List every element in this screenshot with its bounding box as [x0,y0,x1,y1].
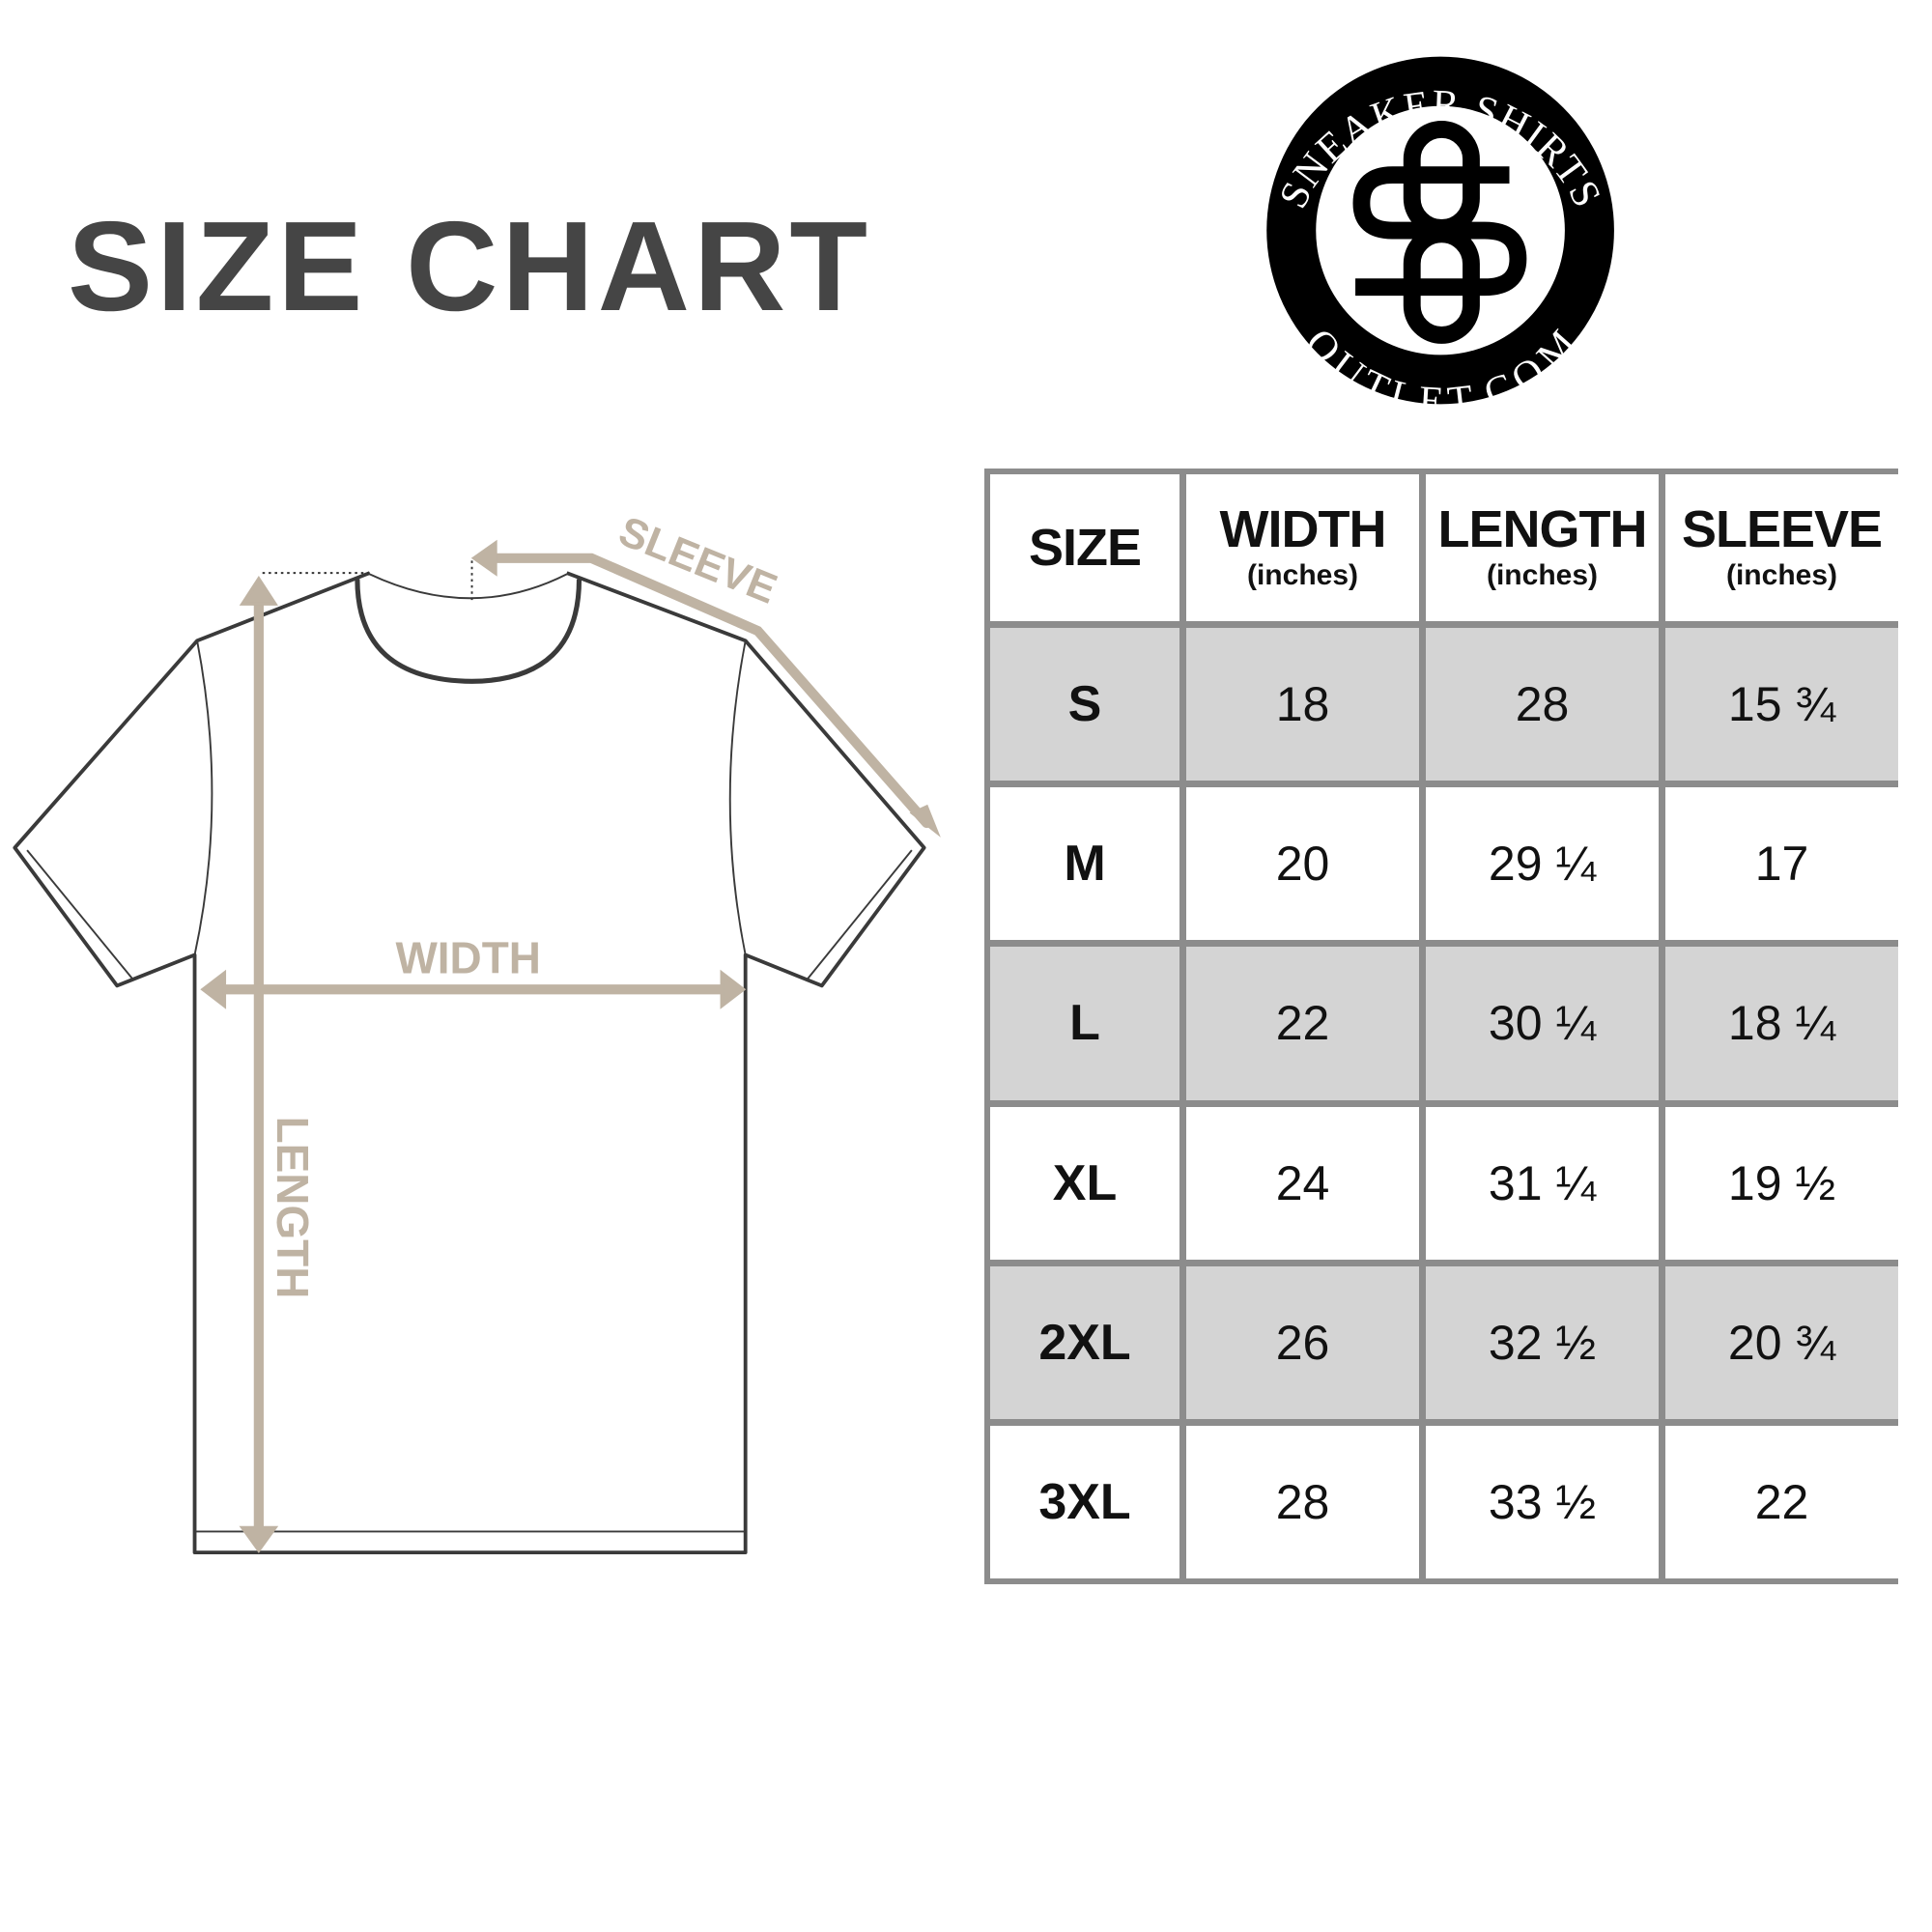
value-cell: 17 [1665,787,1898,941]
value-cell: 28 [1186,1425,1419,1578]
table-cell-text: M [1064,836,1106,893]
value-cell: 31 ¼ [1426,1106,1659,1260]
sleeve-arrow [488,553,932,829]
table-cell-text: 20 [1275,837,1330,892]
size-cell: 2XL [990,1265,1179,1419]
table-cell-text: XL [1052,1154,1118,1211]
size-cell: S [990,628,1179,781]
table-cell-text: 3XL [1038,1473,1131,1530]
page-title: SIZE CHART [68,195,871,337]
guide-dotted-lines [262,560,473,604]
table-cell-text: 17 [1754,837,1809,892]
table-cell-text: 33 ½ [1488,1474,1597,1529]
header-size: SIZE [990,474,1179,621]
table-cell-text: 28 [1275,1474,1330,1529]
value-cell: 30 ¼ [1426,947,1659,1100]
table-cell-text: 22 [1754,1474,1809,1529]
header-width: WIDTH (inches) [1186,474,1419,621]
tshirt-outline [13,571,926,1555]
size-table: SIZE WIDTH (inches) LENGTH (inches) SLEEVE… [984,469,1898,1584]
value-cell: 28 [1426,628,1659,781]
size-cell: 3XL [990,1425,1179,1578]
width-label: WIDTH [395,933,540,983]
table-cell-text: 31 ¼ [1488,1155,1597,1210]
table-cell-text: 28 [1515,677,1570,732]
measure-arrows [200,539,941,1553]
header-length: LENGTH (inches) [1426,474,1659,621]
header-sleeve: SLEEVE (inches) [1665,474,1898,621]
table-cell-text: 20 ¾ [1727,1315,1836,1370]
value-cell: 24 [1186,1106,1419,1260]
table-cell-text: 15 ¾ [1727,677,1836,732]
table-cell-text: 30 ¼ [1488,996,1597,1051]
value-cell: 18 [1186,628,1419,781]
value-cell: 18 ¼ [1665,947,1898,1100]
table-cell-text: L [1069,995,1100,1052]
value-cell: 33 ½ [1426,1425,1659,1578]
table-cell-text: 18 [1275,677,1330,732]
table-cell-text: 29 ¼ [1488,837,1597,892]
size-cell: XL [990,1106,1179,1260]
value-cell: 20 [1186,787,1419,941]
length-label: LENGTH [268,1117,318,1299]
value-cell: 32 ½ [1426,1265,1659,1419]
value-cell: 19 ½ [1665,1106,1898,1260]
table-cell-text: 26 [1275,1315,1330,1370]
table-cell-text: 2XL [1038,1314,1131,1371]
value-cell: 20 ¾ [1665,1265,1898,1419]
sleeve-label: SLEEVE [612,508,783,613]
value-cell: 22 [1186,947,1419,1100]
table-cell-text: 19 ½ [1727,1155,1836,1210]
table-cell-text: 18 ¼ [1727,996,1836,1051]
value-cell: 26 [1186,1265,1419,1419]
value-cell: 29 ¼ [1426,787,1659,941]
table-cell-text: 24 [1275,1155,1330,1210]
value-cell: 22 [1665,1425,1898,1578]
brand-logo: SNEAKER SHIRTS OUTLET.COM [1266,56,1614,424]
monogram-icon [1352,120,1527,344]
table-cell-text: 32 ½ [1488,1315,1597,1370]
table-cell-text: S [1067,676,1102,733]
size-cell: L [990,947,1179,1100]
size-cell: M [990,787,1179,941]
value-cell: 15 ¾ [1665,628,1898,781]
table-cell-text: 22 [1275,996,1330,1051]
